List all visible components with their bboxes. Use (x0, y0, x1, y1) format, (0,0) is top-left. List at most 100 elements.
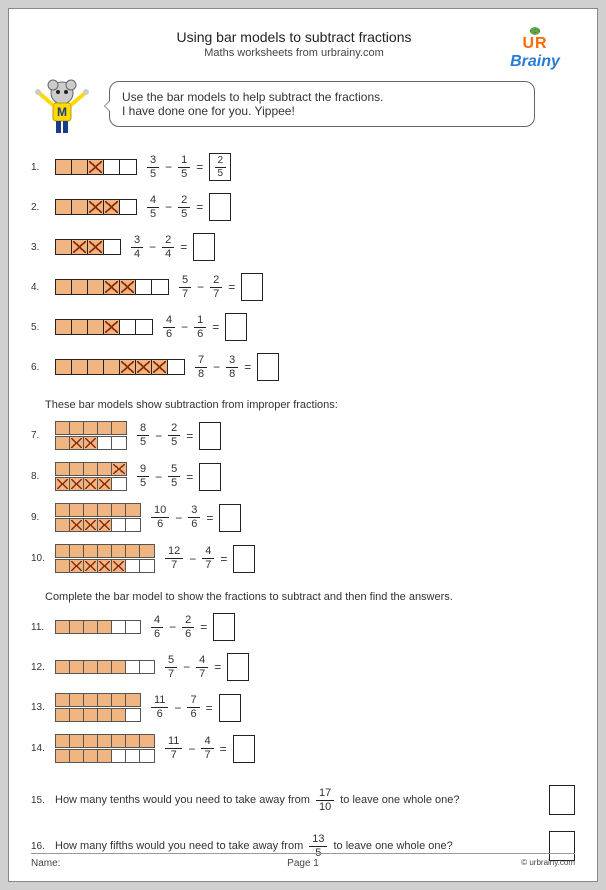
expression: 85−25= (137, 422, 221, 450)
bar-model (55, 503, 141, 532)
problem-number: 12. (31, 662, 45, 673)
bar-cell (70, 709, 84, 721)
bar-cell (112, 709, 126, 721)
expression: 46−26= (151, 613, 235, 641)
answer-box[interactable] (227, 653, 249, 681)
bar-cell (70, 478, 84, 490)
bar-cell (168, 360, 184, 374)
bar-cell (72, 240, 88, 254)
bar-cell (56, 478, 70, 490)
bar-model (55, 544, 155, 573)
bar-cell (84, 422, 98, 434)
bar-cell (56, 545, 70, 557)
name-label: Name: (31, 858, 60, 869)
answer-box[interactable] (193, 233, 215, 261)
bar-cell (112, 519, 126, 531)
bar-cell (56, 750, 70, 762)
word-question: 15. How many tenths would you need to tak… (31, 785, 575, 815)
bar-cell (98, 750, 112, 762)
bar-cell (98, 463, 112, 475)
question-number: 15. (31, 795, 49, 806)
bar-cell (112, 504, 126, 516)
problem: 6.78−38= (31, 353, 299, 381)
expression: 57−47= (165, 653, 249, 681)
bar-cell (112, 422, 126, 434)
expression: 34−24= (131, 233, 215, 261)
expression: 35−15=25 (147, 153, 231, 181)
bar-cell (56, 621, 70, 633)
answer-box[interactable] (219, 694, 241, 722)
bar-model (55, 159, 137, 175)
bar-cell (98, 519, 112, 531)
bar-cell (56, 735, 70, 747)
problem-number: 1. (31, 162, 45, 173)
worksheet-page: Using bar models to subtract fractions M… (8, 8, 598, 882)
bar-cell (140, 661, 154, 673)
answer-box[interactable] (213, 613, 235, 641)
bar-model (55, 239, 121, 255)
bar-cell (112, 621, 126, 633)
bar-cell (112, 478, 126, 490)
bubble-line2: I have done one for you. Yippee! (122, 104, 522, 118)
bar-cell (84, 504, 98, 516)
answer-box[interactable] (257, 353, 279, 381)
answer-box[interactable] (209, 193, 231, 221)
bar-cell (112, 694, 126, 706)
bar-model (55, 421, 127, 450)
bar-cell (136, 360, 152, 374)
bar-cell (70, 463, 84, 475)
bubble-line1: Use the bar models to help subtract the … (122, 90, 522, 104)
answer-box[interactable] (199, 463, 221, 491)
bar-cell (84, 560, 98, 572)
complete-section: 11.46−26=12.57−47=13.116−76=14.117−47= (31, 607, 575, 769)
bar-cell (70, 735, 84, 747)
answer-box[interactable] (233, 735, 255, 763)
bar-cell (88, 240, 104, 254)
question-text: How many tenths would you need to take a… (55, 794, 310, 806)
bar-cell (98, 735, 112, 747)
bar-cell (98, 621, 112, 633)
problem-number: 10. (31, 553, 45, 564)
bar-cell (56, 463, 70, 475)
answer-box[interactable] (233, 545, 255, 573)
bar-cell (56, 422, 70, 434)
answer-box[interactable] (225, 313, 247, 341)
bar-model (55, 693, 141, 722)
bar-cell (84, 694, 98, 706)
problem-number: 3. (31, 242, 45, 253)
bar-cell (56, 320, 72, 334)
problem-number: 5. (31, 322, 45, 333)
problem: 4.57−27= (31, 273, 299, 301)
bar-cell (112, 661, 126, 673)
answer-box[interactable] (549, 785, 575, 815)
expression: 57−27= (179, 273, 263, 301)
bar-cell (56, 160, 72, 174)
bar-cell (56, 560, 70, 572)
bar-cell (70, 545, 84, 557)
bar-model (55, 319, 153, 335)
problem-number: 11. (31, 622, 45, 633)
logo: UR Brainy (495, 27, 575, 71)
bar-cell (72, 360, 88, 374)
svg-text:M: M (57, 105, 67, 119)
bar-cell (98, 504, 112, 516)
answer-box[interactable] (199, 422, 221, 450)
header-text: Using bar models to subtract fractions M… (105, 27, 483, 59)
bar-cell (140, 545, 154, 557)
answer-box[interactable] (241, 273, 263, 301)
expression: 127−47= (165, 545, 255, 573)
bar-cell (84, 519, 98, 531)
bar-cell (98, 478, 112, 490)
answer-box[interactable]: 25 (209, 153, 231, 181)
answer-box[interactable] (219, 504, 241, 532)
bar-model (55, 359, 185, 375)
bar-cell (56, 200, 72, 214)
bar-cell (84, 621, 98, 633)
problem: 14.117−47= (31, 734, 303, 763)
bar-model (55, 660, 155, 674)
bar-cell (112, 545, 126, 557)
bar-cell (70, 661, 84, 673)
bar-cell (120, 360, 136, 374)
bar-cell (84, 661, 98, 673)
question-number: 16. (31, 841, 49, 852)
